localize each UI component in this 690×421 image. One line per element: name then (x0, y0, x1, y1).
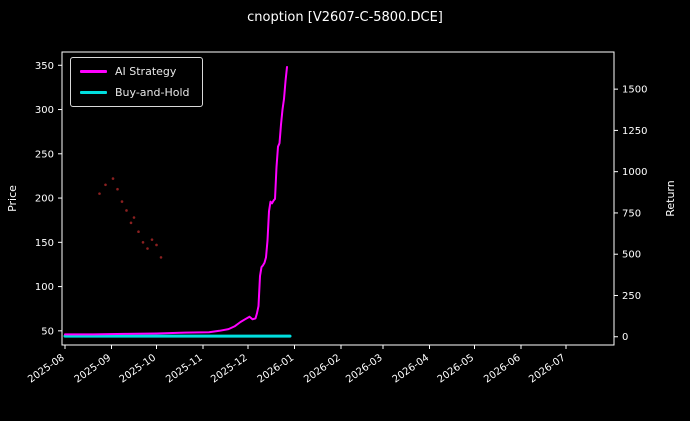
scatter-point (155, 243, 158, 247)
scatter-point (132, 216, 136, 219)
y-right-tick-label: 1000 (622, 167, 647, 178)
legend-line-swatch (80, 91, 107, 94)
y-left-tick-label: 350 (35, 61, 54, 72)
x-tick-label: 2026-04 (391, 352, 432, 385)
x-tick-label: 2025-10 (118, 352, 159, 385)
x-tick-label: 2026-02 (302, 352, 343, 385)
chart-title: cnoption [V2607-C-5800.DCE] (247, 10, 443, 25)
scatter-point (146, 247, 149, 250)
y-left-axis-label: Price (6, 185, 19, 212)
scatter-point (129, 221, 133, 225)
y-left-tick-label: 300 (35, 105, 54, 116)
legend-label: Buy-and-Hold (115, 86, 190, 99)
y-right-tick-label: 0 (622, 332, 628, 343)
scatter-point (111, 177, 115, 180)
y-left-tick-label: 200 (35, 194, 54, 205)
scatter-point (150, 238, 154, 241)
y-right-tick-label: 1250 (622, 126, 647, 137)
x-tick-label: 2026-01 (256, 352, 297, 385)
y-right-tick-label: 250 (622, 291, 641, 302)
scatter-point (104, 183, 107, 187)
legend-item-buy-and-hold: Buy-and-Hold (80, 86, 190, 99)
y-right-tick-label: 750 (622, 208, 641, 219)
scatter-point (159, 256, 163, 259)
legend-line-swatch (80, 70, 107, 73)
series-line-ai-strategy (64, 66, 288, 336)
scatter-point (98, 192, 101, 195)
scatter-point (116, 187, 119, 191)
scatter-point (141, 241, 145, 244)
x-tick-label: 2025-09 (73, 352, 114, 385)
x-tick-label: 2026-06 (482, 352, 523, 385)
y-left-tick-label: 150 (35, 238, 54, 249)
x-tick-label: 2025-08 (26, 352, 67, 385)
y-left-tick-label: 50 (41, 326, 54, 337)
y-left-tick-label: 100 (35, 282, 54, 293)
x-tick-label: 2025-12 (209, 352, 250, 385)
legend-label: AI Strategy (115, 65, 177, 78)
legend: AI Strategy Buy-and-Hold (70, 57, 203, 107)
y-right-tick-label: 1500 (622, 85, 647, 96)
y-left-tick-label: 250 (35, 149, 54, 160)
scatter-point (137, 230, 140, 233)
x-tick-label: 2026-07 (527, 352, 568, 385)
x-tick-label: 2025-11 (164, 352, 205, 385)
scatter-point (120, 200, 124, 203)
x-tick-label: 2026-05 (436, 352, 477, 385)
legend-item-ai-strategy: AI Strategy (80, 65, 190, 78)
y-right-axis-label: Return (664, 180, 677, 217)
scatter-point (125, 209, 128, 212)
x-tick-label: 2026-03 (344, 352, 385, 385)
y-right-tick-label: 500 (622, 250, 641, 261)
